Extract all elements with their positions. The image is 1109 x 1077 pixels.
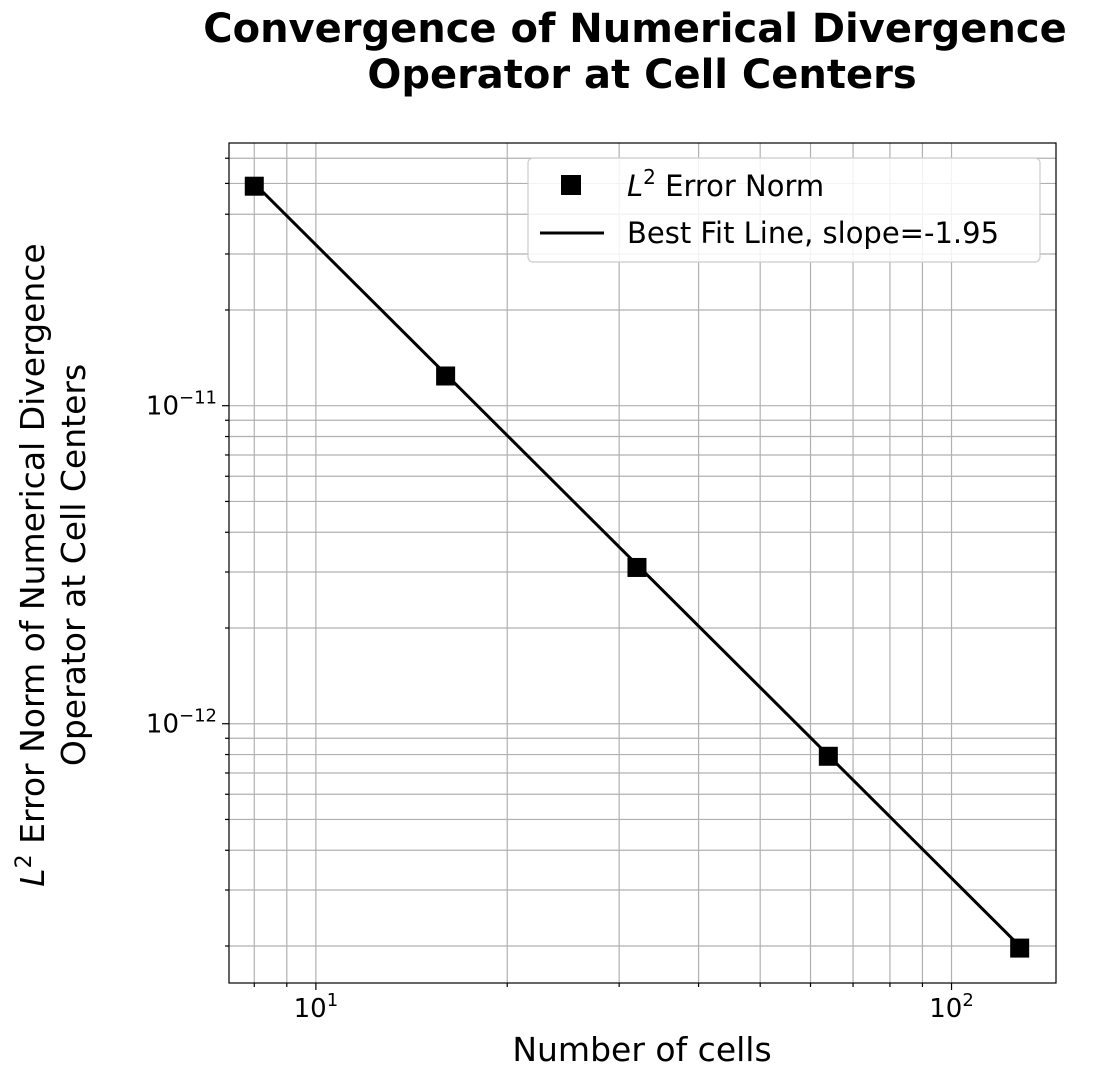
data-point-marker xyxy=(818,746,838,766)
plot-area xyxy=(244,176,1030,958)
chart-title-line-1: Convergence of Numerical Divergence xyxy=(203,6,1067,52)
y-axis-label-prefix: L xyxy=(13,868,52,886)
y-tick-label: 10−12 xyxy=(146,706,217,740)
legend-label-error-norm: L2 Error Norm xyxy=(627,165,824,203)
x-tick-label: 102 xyxy=(929,990,974,1024)
y-axis-label: L2 Error Norm of Numerical Divergence xyxy=(12,243,52,886)
x-tick-labels: 101 102 xyxy=(294,990,974,1024)
legend-label-best-fit: Best Fit Line, slope=-1.95 xyxy=(627,216,999,250)
legend-marker-square xyxy=(561,175,581,195)
svg-text:L2 Error Norm of Numerical Div: L2 Error Norm of Numerical Divergence xyxy=(12,243,52,886)
data-point-marker xyxy=(627,557,647,577)
axes-frame xyxy=(228,142,1057,984)
legend: L2 Error Norm Best Fit Line, slope=-1.95 xyxy=(527,157,1041,263)
chart-title-line-2: Operator at Cell Centers xyxy=(367,52,916,98)
y-tick-label: 10−11 xyxy=(146,388,217,422)
x-axis-label: Number of cells xyxy=(512,1030,771,1069)
data-point-marker xyxy=(244,176,264,196)
data-point-marker xyxy=(436,366,456,386)
y-tick-labels: 10−11 10−12 xyxy=(146,388,217,740)
y-axis-label-line-2: Operator at Cell Centers xyxy=(54,364,93,766)
legend-box xyxy=(527,157,1041,263)
axis-ticks xyxy=(222,157,953,990)
grid xyxy=(229,143,1056,983)
y-axis-label-sup: 2 xyxy=(12,854,37,868)
x-tick-label: 101 xyxy=(294,990,339,1024)
data-point-marker xyxy=(1010,938,1030,958)
y-axis-label-line-2-group: Operator at Cell Centers xyxy=(54,364,93,766)
y-axis-label-line1-rest: Error Norm of Numerical Divergence xyxy=(13,243,52,854)
